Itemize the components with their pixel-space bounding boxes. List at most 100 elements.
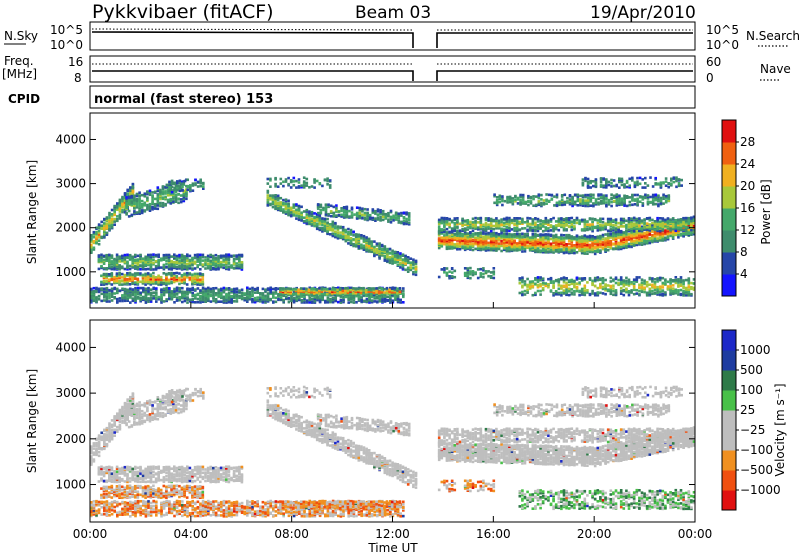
power-cell	[222, 260, 225, 264]
power-cell	[97, 239, 101, 242]
power-cell	[593, 249, 597, 253]
power-cell	[308, 218, 311, 221]
power-cell	[387, 211, 390, 215]
power-cell	[272, 296, 275, 299]
power-cell	[176, 188, 179, 192]
power-cell	[186, 256, 189, 259]
power-cell	[456, 219, 459, 223]
power-cell	[339, 231, 342, 234]
power-cell	[366, 211, 369, 215]
power-cell	[357, 237, 361, 241]
power-cell	[90, 290, 93, 294]
power-cell	[389, 221, 393, 224]
power-cell	[448, 230, 451, 234]
power-cell	[335, 214, 338, 217]
power-cell	[160, 266, 163, 269]
power-cell	[157, 295, 161, 299]
power-cell	[126, 268, 129, 271]
power-cell	[586, 252, 589, 255]
power-cell	[170, 277, 173, 281]
power-cell	[387, 218, 390, 221]
power-cell	[474, 219, 477, 223]
power-cell	[370, 300, 374, 304]
power-cell	[212, 258, 215, 262]
power-cell	[305, 208, 309, 212]
power-cell	[355, 301, 358, 304]
power-cell	[152, 294, 155, 298]
power-cell	[335, 206, 338, 210]
power-cell	[338, 287, 342, 290]
power-cell	[212, 266, 215, 270]
power-cell	[136, 277, 140, 281]
power-cell	[153, 202, 157, 206]
power-cell	[269, 194, 272, 197]
power-cell	[323, 178, 327, 181]
power-cell	[331, 220, 335, 224]
power-cell	[164, 185, 167, 189]
power-cell	[110, 261, 114, 265]
power-cell	[648, 237, 652, 240]
power-cell	[149, 273, 153, 276]
power-cell	[148, 189, 152, 193]
power-cell	[134, 301, 137, 304]
power-cell	[315, 288, 319, 291]
power-cell	[294, 287, 298, 291]
power-cell	[204, 256, 207, 259]
power-cell	[151, 205, 154, 209]
power-cell	[397, 219, 401, 222]
power-cell	[440, 228, 444, 231]
power-cell	[360, 300, 363, 303]
power-cell	[110, 220, 114, 223]
power-cell	[129, 192, 132, 195]
power-cell	[182, 199, 186, 203]
power-cell	[121, 209, 124, 212]
power-cell	[335, 204, 338, 207]
power-cell	[134, 290, 137, 293]
power-cell	[274, 296, 278, 300]
power-cell	[147, 290, 150, 293]
power-cell	[131, 265, 134, 268]
power-cell	[110, 208, 114, 212]
power-cell	[142, 295, 145, 299]
power-cell	[388, 255, 392, 259]
power-cell	[149, 297, 153, 300]
power-cell	[412, 260, 415, 264]
power-cell	[116, 289, 119, 292]
power-cell	[238, 263, 241, 266]
power-cell	[118, 217, 122, 220]
power-cell	[352, 301, 356, 304]
power-cell	[131, 182, 135, 186]
power-cell	[396, 253, 400, 257]
power-cell	[390, 287, 394, 290]
power-cell	[386, 247, 389, 251]
power-cell	[656, 237, 659, 240]
power-cell	[209, 253, 212, 257]
power-cell	[95, 300, 98, 303]
power-cell	[365, 297, 369, 301]
power-cell	[437, 218, 441, 222]
power-cell	[92, 230, 96, 234]
power-cell	[151, 197, 154, 200]
power-cell	[133, 281, 137, 284]
power-cell	[181, 182, 184, 185]
power-cell	[282, 184, 285, 188]
power-cell	[379, 218, 382, 222]
power-cell	[567, 233, 571, 237]
power-cell	[90, 299, 93, 302]
power-cell	[276, 185, 280, 188]
power-cell	[505, 244, 509, 248]
power-cell	[466, 244, 470, 248]
power-cell	[196, 274, 199, 278]
power-cell	[105, 299, 109, 303]
power-cell	[170, 271, 173, 275]
power-cell	[201, 280, 205, 284]
power-cell	[305, 301, 309, 304]
power-cell	[152, 268, 155, 271]
power-cell	[166, 194, 170, 197]
power-cell	[209, 300, 213, 303]
power-cell	[347, 227, 350, 231]
power-cell	[92, 239, 96, 243]
power-cell	[149, 291, 153, 295]
power-cell	[149, 294, 153, 297]
power-cell	[191, 294, 194, 298]
